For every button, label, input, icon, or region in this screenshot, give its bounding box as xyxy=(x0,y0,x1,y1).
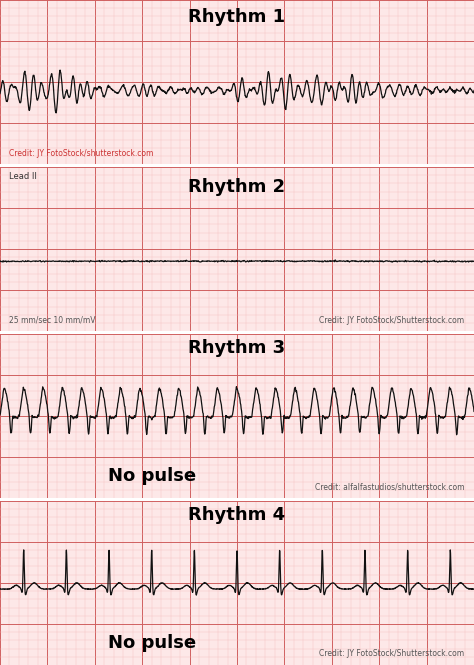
Text: No pulse: No pulse xyxy=(108,634,196,652)
Text: Lead II: Lead II xyxy=(9,172,37,181)
Text: Credit: alfalfastudios/shutterstock.com: Credit: alfalfastudios/shutterstock.com xyxy=(315,483,465,491)
Text: Rhythm 2: Rhythm 2 xyxy=(189,178,285,196)
Text: No pulse: No pulse xyxy=(108,467,196,485)
Text: Rhythm 1: Rhythm 1 xyxy=(189,8,285,26)
Text: Credit: JY FotoStock/Shutterstock.com: Credit: JY FotoStock/Shutterstock.com xyxy=(319,316,465,325)
Text: Credit: JY FotoStock/shutterstock.com: Credit: JY FotoStock/shutterstock.com xyxy=(9,149,154,158)
Text: Rhythm 4: Rhythm 4 xyxy=(189,505,285,523)
Text: 25 mm/sec 10 mm/mV: 25 mm/sec 10 mm/mV xyxy=(9,316,96,325)
Text: Rhythm 3: Rhythm 3 xyxy=(189,338,285,356)
Text: Credit: JY FotoStock/Shutterstock.com: Credit: JY FotoStock/Shutterstock.com xyxy=(319,650,465,658)
